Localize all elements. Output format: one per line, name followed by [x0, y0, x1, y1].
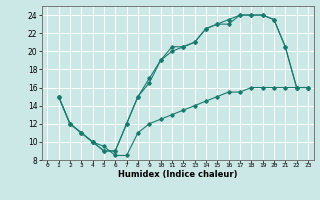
X-axis label: Humidex (Indice chaleur): Humidex (Indice chaleur) — [118, 170, 237, 179]
